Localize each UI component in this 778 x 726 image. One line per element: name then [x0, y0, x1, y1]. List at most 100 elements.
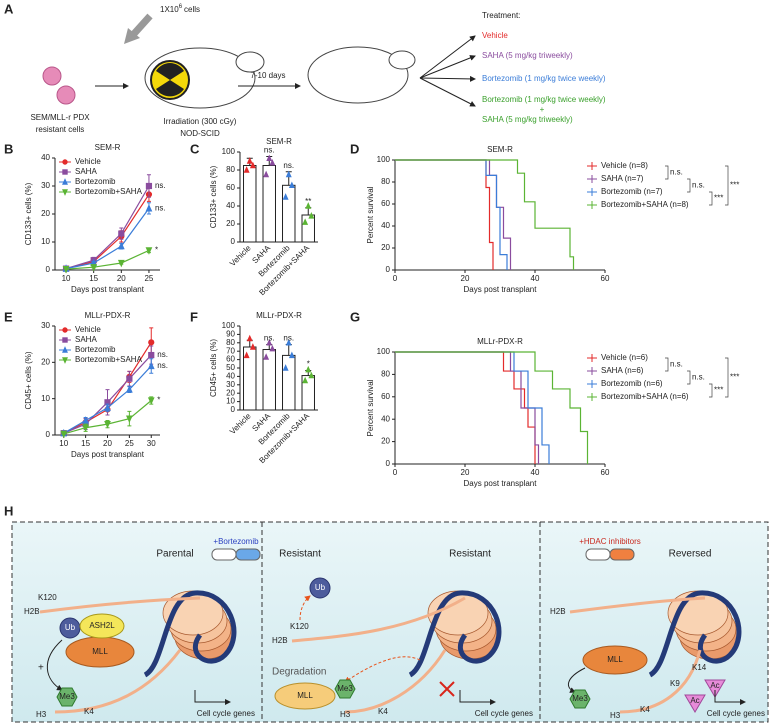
chart-title: SEM-R: [95, 143, 121, 152]
x-axis-label: Days post transplant: [71, 285, 145, 294]
panel-label: F: [190, 309, 198, 324]
panel-label: D: [350, 141, 359, 156]
cell: [42, 66, 62, 86]
marker: [266, 154, 273, 161]
marker: [305, 202, 312, 209]
x-tick-label: 60: [601, 468, 610, 477]
marker: [282, 193, 289, 200]
tss-arrow: [459, 690, 496, 705]
me3: [56, 687, 78, 707]
marker: [104, 421, 111, 429]
protein-label: MLL: [297, 691, 313, 700]
y-tick-label: 10: [226, 397, 235, 406]
legend-label: Bortezomib+SAHA: [75, 187, 143, 196]
legend-label: Bortezomib (n=7): [601, 187, 663, 196]
histone: H3: [36, 710, 47, 719]
y-tick-label: 20: [381, 243, 390, 252]
chart-title: SEM-R: [266, 137, 292, 146]
y-tick-label: 80: [381, 177, 390, 186]
marker: [249, 161, 256, 169]
mark-label: Me3: [572, 694, 588, 703]
error-bar: [305, 207, 312, 215]
marker: [288, 181, 295, 188]
y-tick-label: 80: [381, 370, 390, 379]
line: [65, 208, 150, 270]
chart-title: MLLr-PDX-R: [477, 337, 523, 346]
mouse-head: [235, 51, 265, 73]
plus: +: [38, 663, 44, 674]
stage: Resistant: [449, 549, 491, 560]
genes: Cell cycle genes: [707, 709, 765, 718]
marker: [269, 158, 276, 166]
chart-title: SEM-R: [487, 145, 513, 154]
treatment: Vehicle: [482, 31, 508, 40]
arrow: [419, 77, 476, 107]
injection-arrow: [124, 28, 140, 44]
y-axis-label: CD133+ cells (%): [24, 182, 33, 245]
residue: K14: [692, 663, 707, 672]
dose-exponent: 6: [179, 4, 183, 10]
y-tick-label: 100: [222, 147, 236, 156]
arrow: [419, 35, 476, 79]
x-tick-label: 10: [62, 274, 71, 283]
h2b-tail: [569, 596, 706, 614]
x-axis-label: Days post transplant: [464, 285, 538, 294]
x-tick-label: 0: [393, 468, 398, 477]
marker: [282, 364, 289, 371]
bracket: [709, 191, 713, 206]
legend-label: Bortezomib+SAHA: [75, 355, 143, 364]
marker: [308, 371, 315, 379]
h3-tail: [54, 649, 182, 714]
y-tick-label: 20: [41, 209, 50, 218]
annotation: n.s.: [670, 360, 683, 369]
y-tick-label: 20: [226, 388, 235, 397]
y-tick-label: 0: [231, 405, 236, 414]
annotation: ns.: [157, 361, 168, 370]
legend-label: Vehicle: [75, 157, 101, 166]
protein-label: Ub: [65, 623, 76, 632]
annotation: ns.: [264, 146, 275, 155]
annotation: **: [305, 197, 311, 206]
x-tick-label: 60: [601, 274, 610, 283]
survival-curve: [395, 159, 575, 270]
marker: [285, 170, 292, 178]
x-tick-label: 25: [125, 439, 134, 448]
marker: [246, 334, 253, 342]
marker: [62, 337, 68, 343]
mark-label: Ac: [710, 681, 719, 690]
y-tick-label: 0: [46, 265, 51, 274]
marker: [145, 204, 153, 212]
model: Parental +Bortezomib Resistant Resistant…: [11, 521, 769, 723]
panel-label: B: [4, 141, 13, 156]
y-tick-label: 40: [226, 201, 235, 210]
survival-curve: [395, 351, 589, 464]
x-tick-label: Vehicle: [228, 411, 253, 436]
y-axis-label: CD45+ cells (%): [24, 351, 33, 409]
marker: [62, 178, 68, 185]
dose: 1X106 cells: [160, 4, 200, 15]
annotation: *: [155, 246, 158, 255]
panel-label: H: [4, 503, 13, 518]
marker: [148, 339, 155, 346]
protein-label: MLL: [92, 647, 108, 656]
marker: [147, 361, 155, 370]
annotation: n.s.: [692, 181, 705, 190]
marker: [62, 159, 68, 165]
y-tick-label: 60: [381, 199, 390, 208]
legend-label: Bortezomib: [75, 345, 116, 354]
mouse-head: [388, 50, 416, 70]
x-tick-label: 30: [147, 439, 156, 448]
y-tick-label: 20: [41, 357, 50, 366]
annotation: ns.: [264, 334, 275, 343]
histone: H2B: [24, 607, 40, 616]
legend-label: Bortezomib: [75, 177, 116, 186]
marker: [82, 424, 90, 433]
histone: H3: [610, 711, 621, 720]
treatment: SAHA (5 mg/kg triweekly): [482, 115, 573, 124]
annotation: *: [157, 396, 160, 405]
y-tick-label: 40: [41, 153, 50, 162]
mll: [274, 682, 336, 710]
annotation: ns.: [155, 204, 166, 213]
panel-label: G: [350, 309, 360, 324]
